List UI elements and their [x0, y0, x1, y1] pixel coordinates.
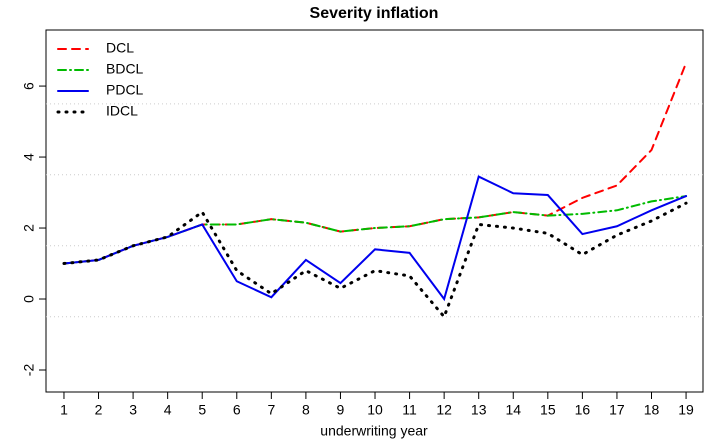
chart-title: Severity inflation	[310, 5, 439, 22]
series-line	[62, 201, 688, 320]
y-tick-label: 6	[21, 82, 37, 90]
plot-box	[45, 29, 704, 393]
series-line	[62, 62, 688, 265]
y-tick-label: 0	[21, 295, 37, 303]
x-tick-label: 6	[233, 402, 241, 418]
x-tick-label: 7	[267, 402, 275, 418]
x-tick-label: 13	[471, 402, 487, 418]
y-tick-label: 4	[21, 153, 37, 161]
x-tick-label: 8	[302, 402, 310, 418]
legend-label: BDCL	[106, 61, 144, 77]
x-tick-label: 19	[678, 402, 694, 418]
x-tick-label: 2	[95, 402, 103, 418]
x-tick-label: 14	[505, 402, 521, 418]
x-tick-label: 3	[129, 402, 137, 418]
x-tick-label: 5	[198, 402, 206, 418]
x-axis-label: underwriting year	[320, 423, 428, 439]
x-tick-label: 10	[367, 402, 383, 418]
series-line	[62, 195, 688, 265]
legend-label: PDCL	[106, 82, 144, 98]
x-tick-label: 12	[436, 402, 452, 418]
x-tick-label: 1	[60, 402, 68, 418]
legend-label: DCL	[106, 40, 134, 56]
x-tick-label: 17	[609, 402, 625, 418]
x-tick-label: 15	[540, 402, 556, 418]
y-tick-label: 2	[21, 224, 37, 232]
x-tick-label: 18	[644, 402, 660, 418]
x-tick-label: 9	[337, 402, 345, 418]
legend-label: IDCL	[106, 103, 138, 119]
series-line	[62, 175, 688, 302]
x-tick-label: 16	[575, 402, 591, 418]
x-tick-label: 11	[402, 402, 417, 418]
x-tick-label: 4	[164, 402, 172, 418]
y-tick-label: -2	[21, 364, 37, 377]
